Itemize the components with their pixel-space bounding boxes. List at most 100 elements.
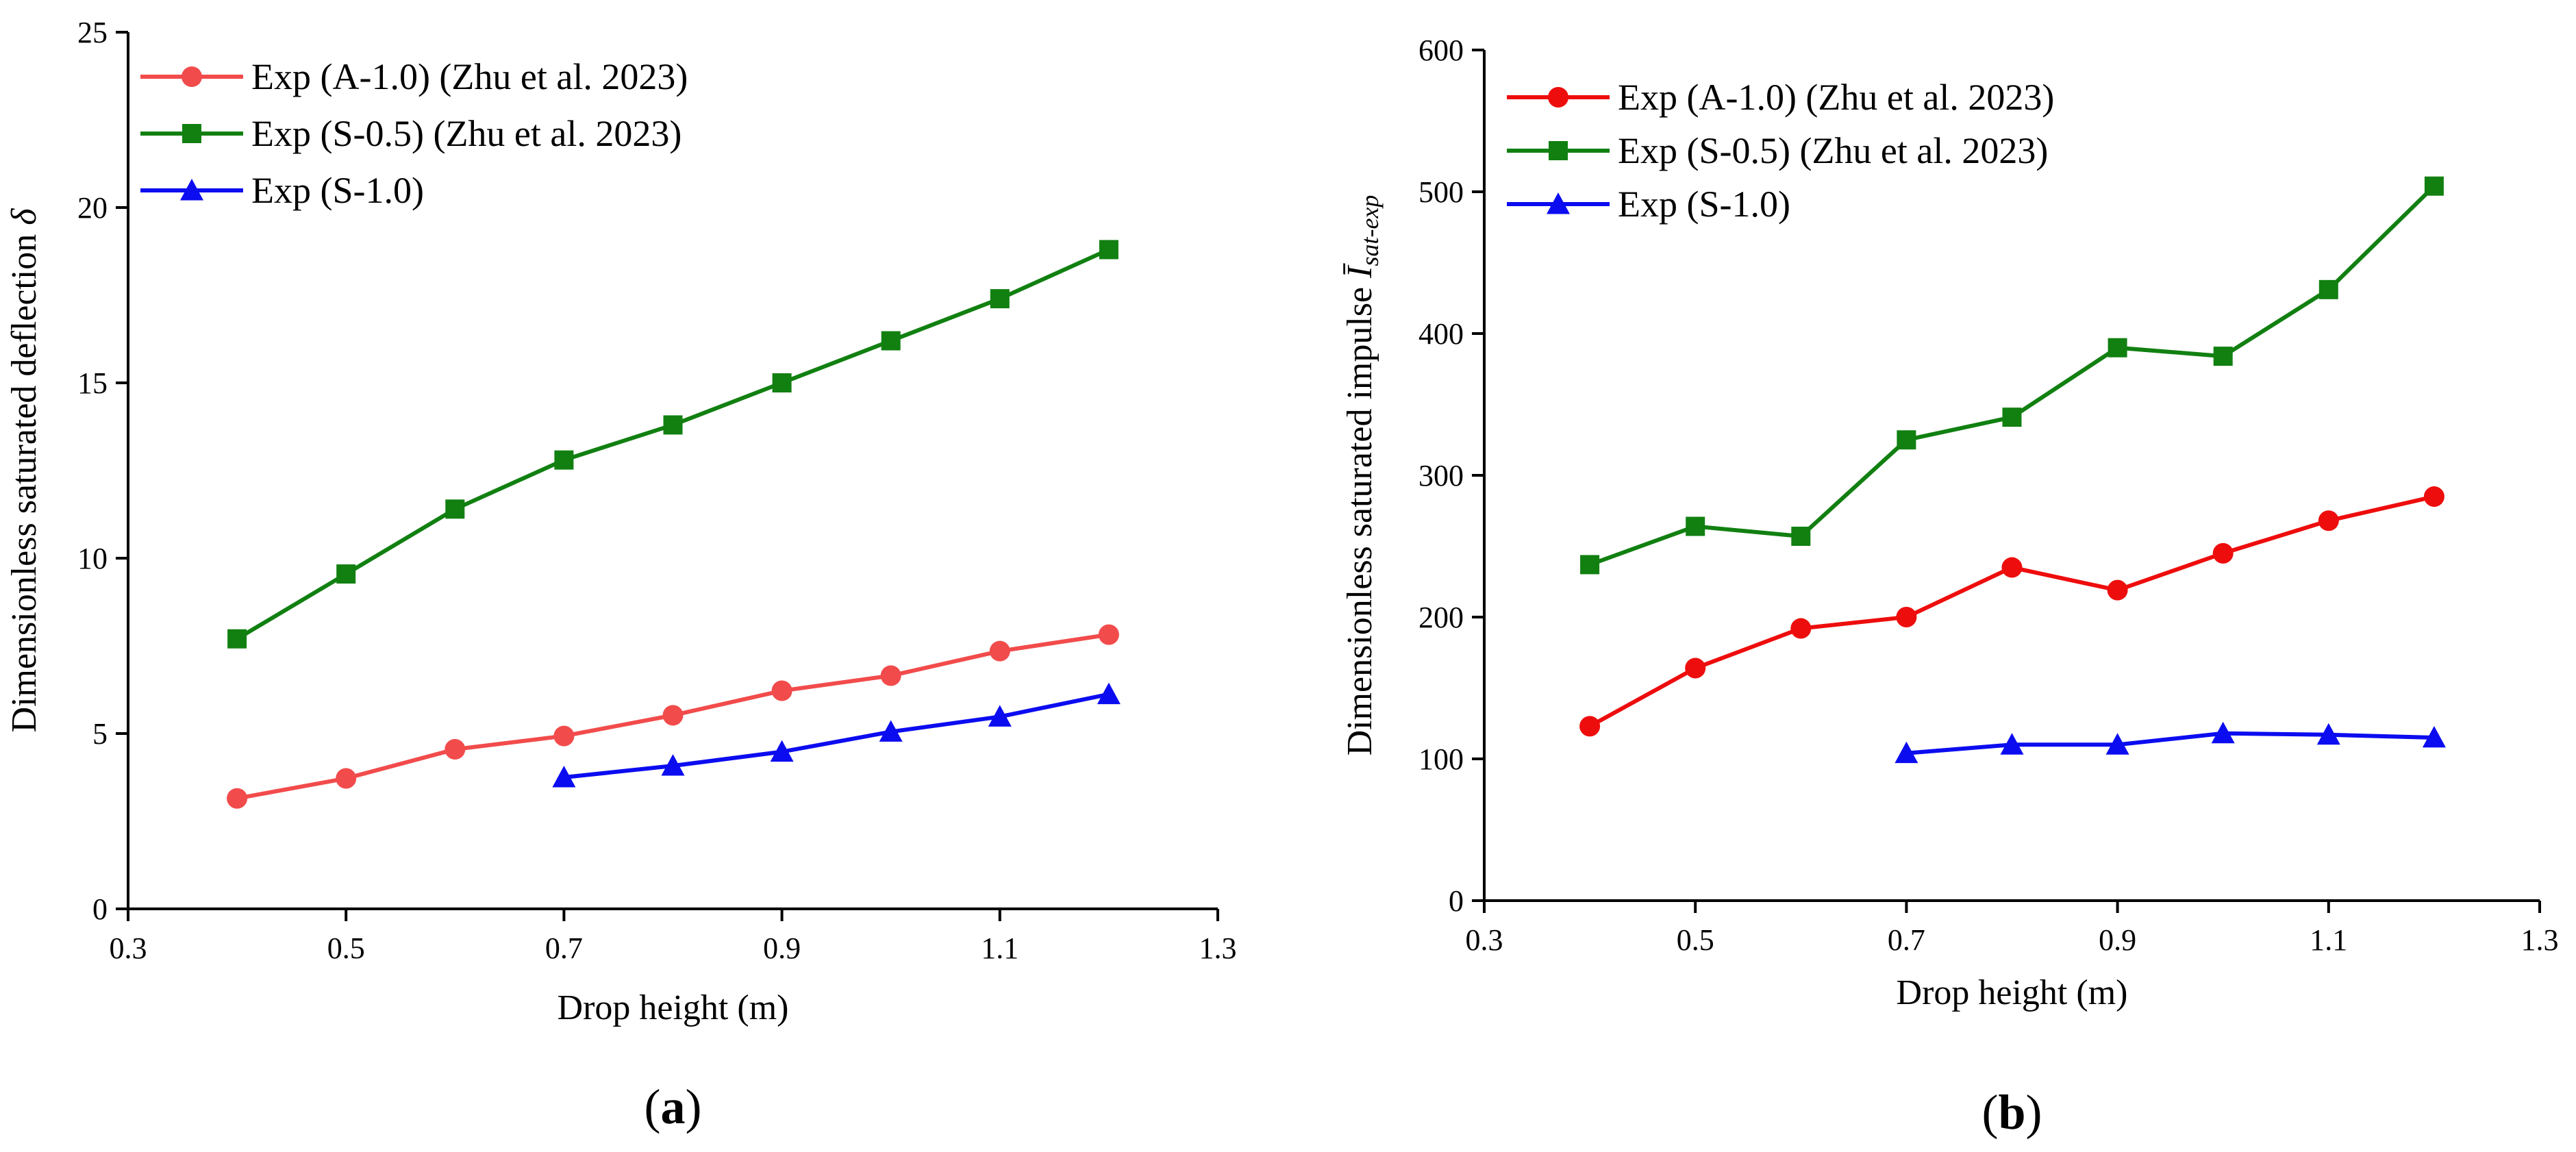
- chart-b-y-axis-title-symbol: Ī: [1340, 263, 1379, 279]
- chart-a-legend-marker: [180, 179, 203, 201]
- chart-b-data-point: [2423, 486, 2444, 508]
- chart-a-y-axis-title: Dimensionless saturated deflection δ: [5, 208, 44, 733]
- chart-a-data-point: [227, 629, 247, 649]
- chart-a-data-point: [336, 564, 356, 584]
- chart-a-y-tick-label: 5: [92, 717, 108, 751]
- chart-a-legend-label: Exp (S-1.0): [251, 170, 424, 211]
- chart-a-data-point: [771, 680, 792, 701]
- chart-b-x-tick-label: 0.7: [1888, 923, 1925, 957]
- chart-a-data-point: [881, 331, 901, 351]
- chart-b-y-tick-label: 500: [1418, 175, 1464, 209]
- chart-b-x-axis-title: Drop height (m): [1897, 973, 2128, 1012]
- chart-panel-b: 0.3 0.5 0.7 0.9 1.1 1.3 0 100 200 300 400 500 600 Dro…: [1274, 0, 2576, 1152]
- chart-a-data-point: [552, 766, 576, 788]
- chart-b-panel-label-letter: b: [1998, 1085, 2025, 1140]
- chart-b-legend-marker: [1549, 141, 1568, 160]
- chart-b-svg: 0.3 0.5 0.7 0.9 1.1 1.3 0 100 200 300 400 500 600 Dro…: [1340, 34, 2559, 1140]
- chart-b-panel-label-close: ): [2026, 1085, 2042, 1140]
- chart-a-legend-item: Exp (A-1.0) (Zhu et al. 2023): [140, 56, 688, 97]
- chart-b-y-tick-label: 600: [1418, 34, 1464, 67]
- chart-b-series-line: [1906, 731, 2434, 755]
- chart-a-x-tick-label: 1.3: [1199, 931, 1237, 965]
- chart-a-legend-label: Exp (A-1.0) (Zhu et al. 2023): [251, 56, 688, 97]
- chart-b-data-point: [2002, 408, 2022, 427]
- chart-b-series-line: [1588, 494, 2435, 729]
- chart-a-data-point: [770, 740, 794, 762]
- chart-b-x-tick-label: 0.5: [1677, 923, 1714, 957]
- chart-a-y-tick-label: 15: [77, 366, 108, 400]
- chart-b-data-point: [1790, 618, 1812, 639]
- chart-a-series-line: [236, 247, 1110, 641]
- chart-b-data-point: [2424, 176, 2444, 196]
- chart-a-panel-label-letter: a: [661, 1079, 686, 1134]
- chart-b-legend-label: Exp (S-0.5) (Zhu et al. 2023): [1618, 130, 2048, 171]
- chart-b-y-axis-title: Dimensionless saturated impulse Īsat-exp: [1340, 195, 1384, 756]
- chart-b-data-point: [1896, 607, 1917, 627]
- chart-a-data-point: [990, 289, 1010, 309]
- chart-b-legend-marker: [1547, 192, 1570, 214]
- chart-a-y-tick-label: 0: [92, 892, 108, 926]
- chart-b-data-point: [1579, 716, 1601, 737]
- chart-b-legend-marker: [1548, 87, 1568, 108]
- chart-a-data-point: [880, 665, 901, 686]
- chart-b-data-point: [2000, 733, 2024, 755]
- chart-a-legend-item: Exp (S-1.0): [140, 170, 424, 211]
- chart-b-y-tick-label: 0: [1449, 884, 1464, 918]
- chart-b-data-point: [2108, 338, 2127, 358]
- chart-a-x-axis-title: Drop height (m): [558, 988, 789, 1027]
- chart-a-data-point: [988, 705, 1012, 727]
- chart-a-data-point: [662, 705, 684, 726]
- chart-a-y-tick-label: 25: [77, 16, 108, 49]
- chart-a-x-tick-label: 1.1: [981, 931, 1018, 965]
- chart-a-data-point: [445, 739, 466, 760]
- chart-a-data-point: [1098, 624, 1119, 645]
- chart-b-y-axis-title-subscript: sat-exp: [1356, 195, 1384, 266]
- chart-a-data-point: [227, 788, 248, 809]
- chart-b-legend-item: Exp (S-1.0): [1507, 184, 1790, 225]
- chart-b-data-point: [2212, 542, 2234, 564]
- chart-b-data-point: [2107, 579, 2128, 601]
- chart-a-y-axis-title-symbol: δ: [5, 208, 44, 225]
- chart-b-data-point: [2001, 557, 2023, 578]
- chart-a-panel-label-open: (: [645, 1079, 661, 1134]
- chart-a-data-point: [989, 640, 1010, 662]
- chart-a-legend-label: Exp (S-0.5) (Zhu et al. 2023): [251, 113, 681, 154]
- chart-b-data-point: [2105, 733, 2129, 755]
- chart-a-data-point: [1097, 682, 1121, 705]
- chart-a-x-tick-label: 0.7: [545, 931, 583, 965]
- chart-a-data-point: [772, 373, 792, 392]
- chart-a-series-2: [227, 240, 1118, 649]
- chart-b-legend-label: Exp (S-1.0): [1618, 184, 1790, 225]
- chart-b-data-point: [2318, 510, 2339, 531]
- chart-a-data-point: [554, 450, 574, 470]
- chart-a-series-1: [227, 624, 1119, 809]
- chart-b-data-point: [1791, 527, 1811, 547]
- chart-b-data-point: [2422, 725, 2446, 748]
- chart-a-legend-item: Exp (S-0.5) (Zhu et al. 2023): [140, 113, 681, 154]
- chart-b-data-point: [1685, 658, 1706, 679]
- chart-b-y-tick-label: 300: [1418, 459, 1464, 492]
- chart-a-data-point: [553, 725, 575, 747]
- chart-a-data-point: [661, 754, 685, 776]
- chart-b-series-line: [1589, 184, 2436, 567]
- chart-b-data-point: [2316, 723, 2340, 745]
- chart-b-data-point: [1895, 741, 1918, 764]
- chart-b-y-tick-label: 100: [1418, 742, 1464, 776]
- chart-a-series-line: [564, 692, 1110, 779]
- chart-a-data-point: [663, 415, 683, 435]
- chart-b-data-point: [1897, 430, 1916, 450]
- chart-a-x-tick-label: 0.3: [110, 931, 147, 965]
- chart-b-data-point: [2211, 721, 2235, 744]
- chart-a-y-tick-label: 10: [77, 542, 108, 575]
- chart-a-y-tick-label: 20: [77, 191, 108, 225]
- chart-b-x-tick-label: 0.9: [2099, 923, 2136, 957]
- chart-a-data-point: [445, 499, 465, 519]
- chart-b-x-tick-label: 1.1: [2310, 923, 2347, 957]
- chart-b-series-1: [1579, 486, 2444, 737]
- chart-a-y-axis-title-text: Dimensionless saturated deflection: [5, 225, 44, 733]
- chart-panel-a: 0.3 0.5 0.7 0.9 1.1 1.3 0 5 10 15 20 25 Drop height …: [0, 0, 1274, 1152]
- chart-b-legend-item: Exp (S-0.5) (Zhu et al. 2023): [1507, 130, 2048, 171]
- chart-a-series-3: [552, 682, 1121, 788]
- chart-b-series-3: [1895, 721, 2446, 764]
- chart-b-panel-label: (b): [1981, 1085, 2042, 1140]
